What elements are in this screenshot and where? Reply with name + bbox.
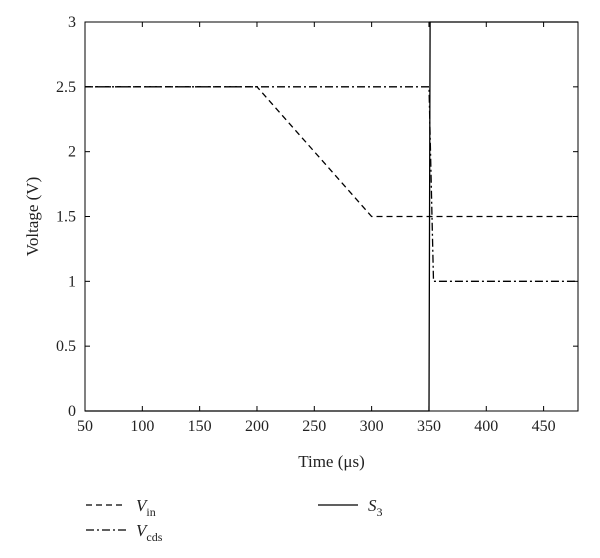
axis-ticks: 50 100 150 200 250 300 350 400 450 0 0.5 1 1.5 2 2.5 3 xyxy=(56,14,578,435)
plot-area xyxy=(84,21,579,412)
legend-label-s-3: S3 xyxy=(368,496,383,519)
x-tick-label: 350 xyxy=(417,418,441,435)
y-tick-label: 1 xyxy=(68,273,76,290)
series-line-s-3 xyxy=(85,21,578,412)
y-tick-label: 2 xyxy=(68,144,76,161)
x-tick-label: 200 xyxy=(245,418,269,435)
series-layer xyxy=(85,21,578,412)
y-axis-title: Voltage (V) xyxy=(23,177,42,256)
x-axis-title: Time (μs) xyxy=(298,452,365,471)
y-tick-label: 1.5 xyxy=(56,209,76,226)
x-tick-label: 150 xyxy=(188,418,212,435)
y-tick-label: 0.5 xyxy=(56,338,76,355)
x-tick-label: 400 xyxy=(474,418,498,435)
x-tick-label: 50 xyxy=(77,418,93,435)
x-tick-label: 100 xyxy=(130,418,154,435)
y-tick-label: 0 xyxy=(68,403,76,420)
y-tick-label: 2.5 xyxy=(56,79,76,96)
legend-label-v-in: Vin xyxy=(136,496,156,519)
legend-label-v-cds: Vcds xyxy=(136,521,163,544)
x-tick-label: 250 xyxy=(302,418,326,435)
x-tick-label: 300 xyxy=(360,418,384,435)
x-tick-label: 450 xyxy=(532,418,556,435)
series-line-v-cds xyxy=(85,86,578,282)
y-tick-label: 3 xyxy=(68,14,76,31)
